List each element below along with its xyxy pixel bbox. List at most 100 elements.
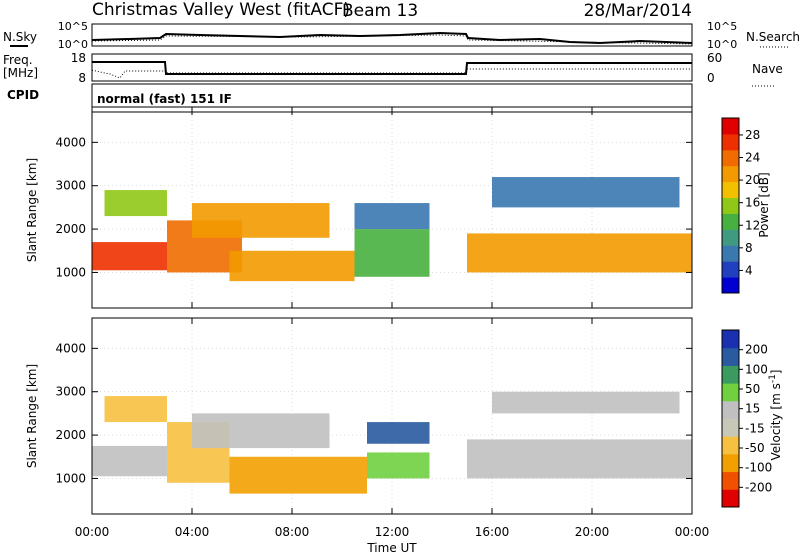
colorbar-tick-label: -15 [745,421,765,435]
beam-label: Beam 13 [342,1,418,21]
velocity-ylabel: Slant Range [km] [25,364,39,468]
colorbar-segment [722,118,739,135]
velocity-panel: 1000 2000 3000 4000 Slant Range [km] [25,317,693,515]
colorbar-segment [722,383,739,402]
noise-tick-bottom: 10^0 [58,38,88,51]
velocity-colorbar-frame [721,329,740,508]
nave-tick-top: 60 [707,51,722,65]
colorbar-tick-label: 16 [745,196,760,210]
y-tick-label: 2000 [55,222,86,236]
freq-unit: [MHz] [3,66,38,80]
velocity-bands [92,391,692,494]
x-tick-label: 20:00 [575,525,610,539]
colorbar-segment [722,471,739,490]
colorbar-segment [722,261,739,278]
nave-tick-bottom: 0 [707,71,715,85]
colorbar-tick-label: -100 [745,461,772,475]
nsky-trace [91,31,693,45]
x-tick-label: 16:00 [475,525,510,539]
colorbar-segment [722,418,739,437]
colorbar-tick-label: -50 [745,441,765,455]
y-tick-label: 3000 [55,179,86,193]
data-band [467,439,692,479]
power-colorbar-label: Power [dB] [757,172,771,237]
data-band [92,242,167,271]
frequency-panel: Freq. [MHz] 18 8 60 0 Nave [3,51,783,87]
date-label: 28/Mar/2014 [584,1,692,21]
nave-trace [91,68,692,79]
data-band [192,203,330,238]
colorbar-segment [722,197,739,214]
colorbar-segment [722,489,739,508]
data-band [92,445,167,477]
colorbar-tick-label: 12 [745,218,760,232]
freq-label: Freq. [3,53,33,67]
power-panel: 1000 2000 3000 4000 Slant Range [km] [25,111,693,309]
velocity-y-ticks: 1000 2000 3000 4000 [55,341,692,485]
y-tick-label: 1000 [55,471,86,485]
x-tick-label: 00:00 [675,525,710,539]
y-tick-label: 2000 [55,428,86,442]
noise-tick-bottom-right: 10^0 [707,38,737,51]
colorbar-tick-label: 4 [745,263,753,277]
data-band [492,177,680,208]
colorbar-segment [722,330,739,349]
colorbar-segment [722,365,739,384]
x-axis-label: Time UT [366,541,417,554]
y-tick-label: 4000 [55,135,86,149]
x-tick-label: 04:00 [175,525,210,539]
freq-trace [92,61,692,75]
colorbar-tick-label: 8 [745,241,753,255]
colorbar-segment [722,453,739,473]
power-bands [92,177,692,282]
data-band [104,190,167,217]
colorbar-tick-label: 15 [745,402,760,416]
colorbar-segment [722,181,739,199]
colorbar-segment [722,400,739,419]
y-tick-label: 3000 [55,385,86,399]
colorbar-segment [722,245,739,262]
colorbar-segment [722,229,739,246]
colorbar-segment [722,213,739,230]
freq-tick-bottom: 8 [78,71,86,85]
y-tick-label: 1000 [55,265,86,279]
colorbar-tick-label: 200 [745,343,768,357]
cpid-label: CPID [7,88,39,102]
velocity-colorbar: -200 -100 -50 -15 15 50 100 200 Velocity [m s-1… [721,329,783,508]
noise-panel-frame [91,23,693,47]
x-tick-label: 12:00 [375,525,410,539]
data-band [192,413,330,449]
freq-tick-top: 18 [71,51,86,65]
nsearch-trace [91,34,693,45]
colorbar-segment [722,165,739,183]
colorbar-tick-label: -200 [745,480,772,494]
data-band [367,452,430,479]
colorbar-tick-label: 28 [745,128,760,142]
nave-label: Nave [752,62,783,76]
velocity-colorbar-label: Velocity [m s-1] [768,370,783,461]
colorbar-segment [722,436,739,455]
noise-tick-top-right: 10^5 [707,20,737,33]
data-band [367,422,430,444]
cpid-panel: CPID normal (fast) 151 IF [7,83,693,108]
nsearch-label: N.Search [746,30,800,44]
data-band [467,233,692,273]
power-colorbar: 4 8 12 16 20 24 28 Power [dB] [721,117,771,294]
x-axis-ticks: 00:00 04:00 08:00 12:00 16:00 20:00 00:00 [75,107,710,539]
colorbar-segment [722,149,739,167]
cpid-program-text: normal (fast) 151 IF [97,92,232,106]
colorbar-tick-label: 20 [745,173,760,187]
noise-panel: N.Sky 10^5 10^0 10^5 10^0 N.Search [3,20,800,51]
y-tick-label: 4000 [55,341,86,355]
velocity-panel-bg [92,318,692,514]
colorbar-tick-label: 50 [745,382,760,396]
colorbar-tick-label: 24 [745,151,760,165]
colorbar-segment [722,133,739,151]
power-ylabel: Slant Range [km] [25,158,39,262]
power-colorbar-frame [721,117,740,294]
nsky-label: N.Sky [3,30,37,44]
data-band [229,250,355,282]
colorbar-segment [722,347,739,366]
noise-tick-top: 10^5 [58,20,88,33]
